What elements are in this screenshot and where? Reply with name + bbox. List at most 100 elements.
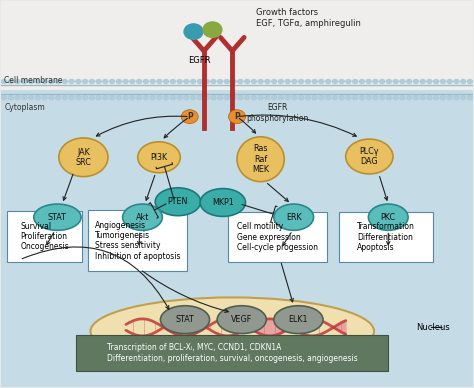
Circle shape — [379, 95, 385, 100]
Circle shape — [41, 95, 48, 100]
Circle shape — [426, 79, 433, 84]
FancyBboxPatch shape — [0, 90, 474, 387]
Circle shape — [170, 79, 176, 84]
Circle shape — [217, 79, 223, 84]
Circle shape — [338, 79, 345, 84]
Circle shape — [284, 79, 291, 84]
Circle shape — [116, 79, 122, 84]
Circle shape — [271, 95, 277, 100]
Ellipse shape — [91, 298, 374, 365]
Circle shape — [332, 79, 338, 84]
Circle shape — [257, 79, 264, 84]
Text: PLCγ
DAG: PLCγ DAG — [360, 147, 379, 166]
Circle shape — [55, 95, 62, 100]
Circle shape — [183, 95, 190, 100]
Circle shape — [230, 79, 237, 84]
Circle shape — [62, 95, 68, 100]
Circle shape — [399, 79, 406, 84]
Text: EGFR
phosphorylation: EGFR phosphorylation — [246, 103, 309, 123]
Circle shape — [149, 79, 156, 84]
Text: PKC: PKC — [381, 213, 396, 222]
Circle shape — [399, 95, 406, 100]
Circle shape — [89, 79, 95, 84]
Circle shape — [311, 95, 318, 100]
Text: Angiogenesis
Tumorigenesis
Stress sensitivity
Inhibition of apoptosis: Angiogenesis Tumorigenesis Stress sensit… — [95, 221, 181, 261]
Text: Transcription of BCL-Xₗ, MYC, CCND1, CDKN1A
Differentiation, proliferation, surv: Transcription of BCL-Xₗ, MYC, CCND1, CDK… — [107, 343, 358, 363]
Circle shape — [466, 79, 473, 84]
Circle shape — [453, 95, 460, 100]
Circle shape — [386, 95, 392, 100]
Circle shape — [203, 95, 210, 100]
Circle shape — [21, 95, 27, 100]
Circle shape — [82, 95, 88, 100]
Circle shape — [365, 95, 372, 100]
Circle shape — [210, 79, 217, 84]
FancyBboxPatch shape — [228, 212, 327, 262]
Circle shape — [129, 79, 136, 84]
Circle shape — [460, 95, 466, 100]
Circle shape — [271, 79, 277, 84]
Circle shape — [224, 79, 230, 84]
Circle shape — [264, 95, 271, 100]
Circle shape — [203, 22, 222, 37]
Circle shape — [183, 79, 190, 84]
Text: Ras
Raf
MEK: Ras Raf MEK — [252, 144, 269, 174]
Circle shape — [14, 79, 21, 84]
Ellipse shape — [237, 137, 284, 182]
Circle shape — [136, 79, 142, 84]
Circle shape — [224, 95, 230, 100]
Circle shape — [149, 95, 156, 100]
Text: PI3K: PI3K — [150, 153, 168, 162]
Circle shape — [311, 79, 318, 84]
Circle shape — [244, 95, 250, 100]
Circle shape — [28, 95, 35, 100]
Circle shape — [406, 79, 412, 84]
Text: Akt: Akt — [136, 213, 149, 222]
Circle shape — [439, 79, 446, 84]
Circle shape — [129, 95, 136, 100]
Circle shape — [197, 95, 203, 100]
Circle shape — [41, 79, 48, 84]
Circle shape — [109, 95, 115, 100]
Circle shape — [305, 95, 311, 100]
Circle shape — [298, 79, 304, 84]
Text: Cell membrane: Cell membrane — [4, 76, 63, 85]
Circle shape — [439, 95, 446, 100]
Circle shape — [318, 79, 325, 84]
Circle shape — [318, 95, 325, 100]
Circle shape — [163, 95, 169, 100]
Circle shape — [352, 79, 358, 84]
Text: Transformation
Differentiation
Apoptosis: Transformation Differentiation Apoptosis — [357, 222, 415, 252]
Text: P: P — [187, 112, 192, 121]
Circle shape — [28, 79, 35, 84]
Text: MKP1: MKP1 — [212, 198, 234, 207]
Circle shape — [453, 79, 460, 84]
Ellipse shape — [217, 306, 266, 334]
Text: STAT: STAT — [48, 213, 67, 222]
Circle shape — [237, 95, 244, 100]
Text: PTEN: PTEN — [168, 197, 188, 206]
Circle shape — [48, 79, 55, 84]
Circle shape — [237, 79, 244, 84]
Circle shape — [217, 95, 223, 100]
Ellipse shape — [34, 204, 81, 230]
Ellipse shape — [200, 189, 246, 217]
Circle shape — [325, 95, 331, 100]
Circle shape — [176, 95, 183, 100]
Text: Cytoplasm: Cytoplasm — [4, 103, 45, 112]
Circle shape — [181, 110, 198, 124]
Circle shape — [197, 79, 203, 84]
Circle shape — [8, 95, 14, 100]
Circle shape — [82, 79, 88, 84]
Circle shape — [291, 79, 298, 84]
Ellipse shape — [155, 188, 201, 216]
Text: Survival
Proliferation
Oncogenesis: Survival Proliferation Oncogenesis — [20, 222, 69, 251]
Circle shape — [244, 79, 250, 84]
Ellipse shape — [138, 142, 180, 173]
FancyBboxPatch shape — [338, 212, 433, 262]
Ellipse shape — [123, 204, 162, 230]
Circle shape — [109, 79, 115, 84]
Circle shape — [122, 95, 129, 100]
Circle shape — [184, 24, 203, 39]
Circle shape — [95, 79, 102, 84]
